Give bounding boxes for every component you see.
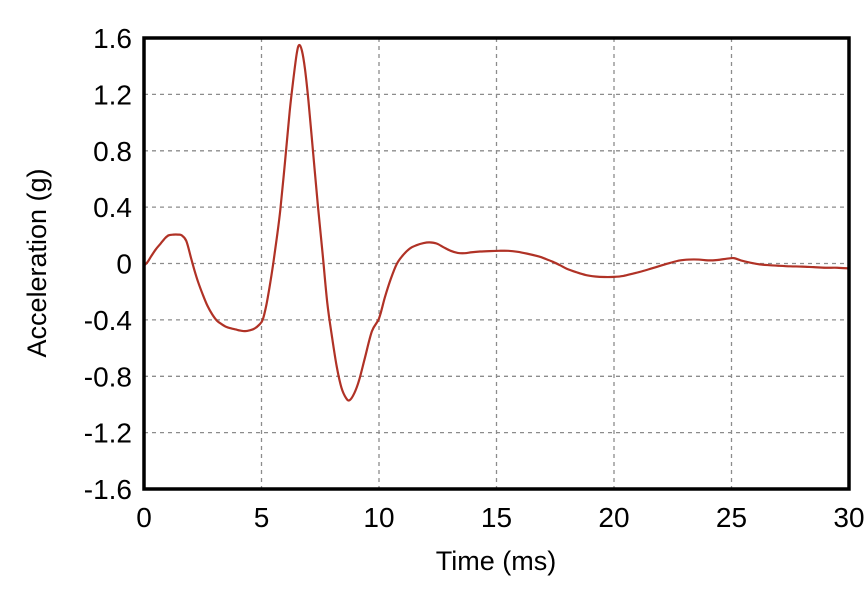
data-curve bbox=[142, 43, 851, 402]
y-tick-label: -1.6 bbox=[84, 474, 132, 505]
y-tick-label: -1.2 bbox=[84, 418, 132, 449]
tick-layer: 1.61.20.80.40-0.4-0.8-1.2-1.60 5 10 15 20 25 3… bbox=[84, 23, 864, 533]
y-tick-label: 0.4 bbox=[93, 192, 132, 223]
frame-layer bbox=[142, 36, 851, 491]
y-axis-title: Acceleration (g) bbox=[22, 168, 52, 357]
y-tick-label: -0.4 bbox=[84, 305, 132, 336]
x-tick-label: 10 bbox=[363, 502, 394, 533]
grid-layer bbox=[144, 38, 849, 489]
x-tick-label: 20 bbox=[598, 502, 629, 533]
series-layer bbox=[142, 43, 851, 402]
y-tick-label: 1.6 bbox=[93, 23, 132, 54]
x-tick-label: 15 bbox=[481, 502, 512, 533]
y-tick-label: 0.8 bbox=[93, 136, 132, 167]
x-tick-label: 0 bbox=[136, 502, 152, 533]
y-tick-label: 0 bbox=[116, 249, 132, 280]
x-tick-label: 25 bbox=[716, 502, 747, 533]
y-tick-label: -0.8 bbox=[84, 361, 132, 392]
x-tick-label: 30 bbox=[833, 502, 864, 533]
x-tick-label: 5 bbox=[254, 502, 270, 533]
plot-border bbox=[142, 36, 851, 491]
y-tick-label: 1.2 bbox=[93, 79, 132, 110]
x-axis-title: Time (ms) bbox=[436, 546, 556, 576]
